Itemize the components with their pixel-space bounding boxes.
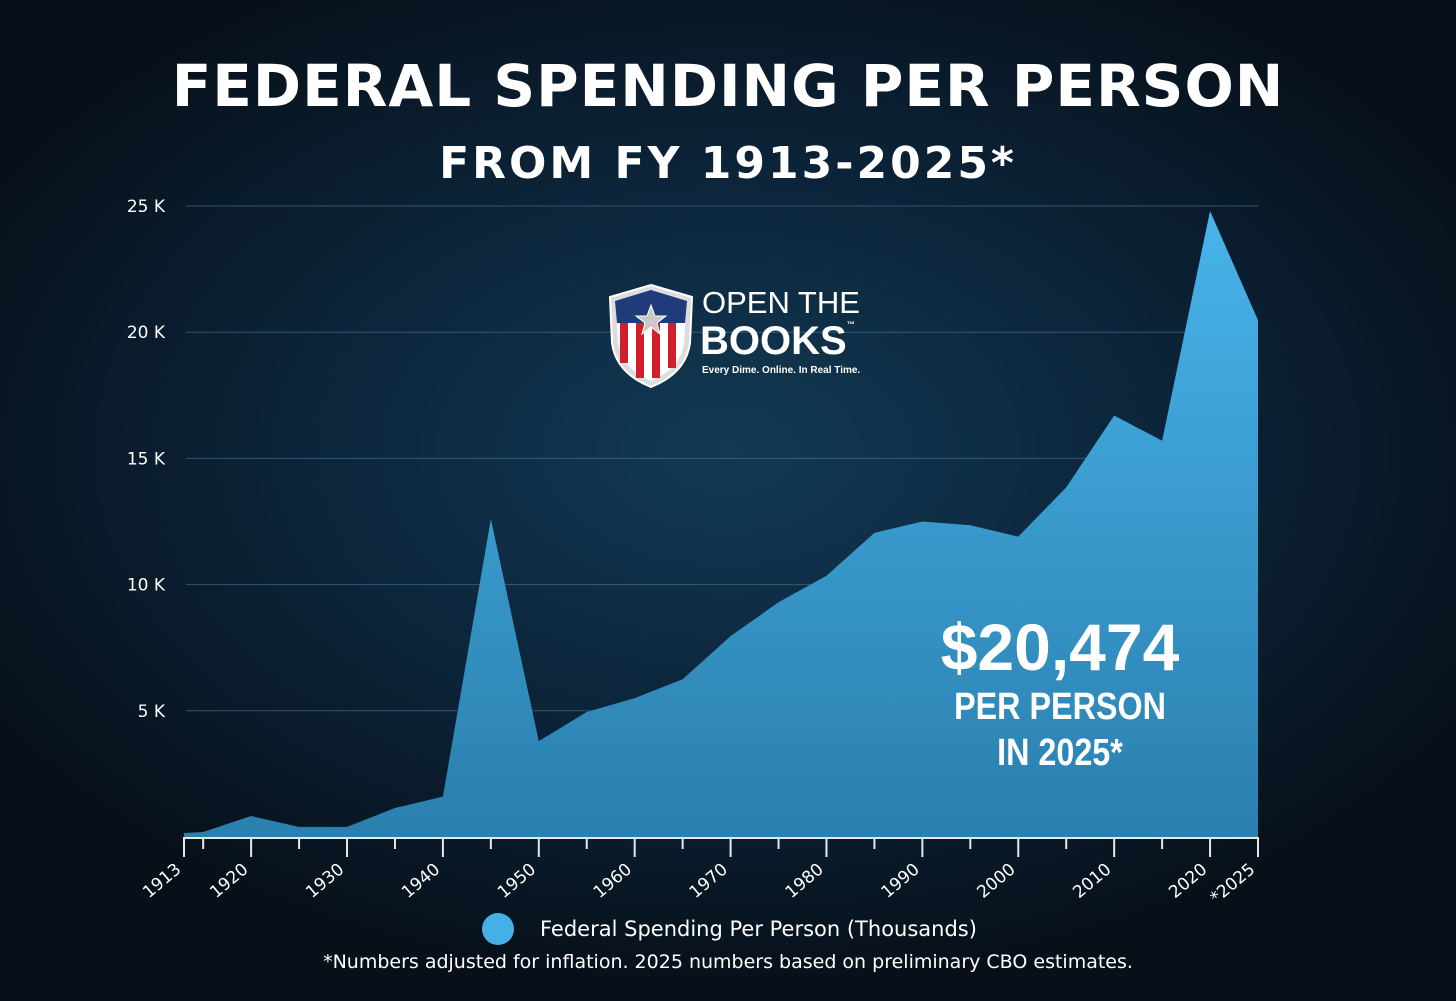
x-tick-label: 1970	[686, 860, 732, 903]
y-tick-label: 20 K	[127, 323, 166, 343]
legend-label: Federal Spending Per Person (Thousands)	[540, 917, 977, 941]
x-tick-label: *2025	[1207, 860, 1260, 909]
x-tick-label: 1930	[302, 860, 348, 903]
x-tick-label: 1920	[206, 860, 252, 903]
annotation-line2: IN 2025*	[997, 732, 1123, 774]
x-tick-label: 2010	[1069, 860, 1115, 903]
legend: Federal Spending Per Person (Thousands)	[482, 913, 977, 945]
x-tick-label: 1980	[782, 860, 828, 903]
logo-tagline: Every Dime. Online. In Real Time.	[702, 365, 861, 376]
y-tick-label: 10 K	[127, 576, 166, 596]
logo-line1: OPEN THE	[702, 285, 860, 320]
legend-swatch	[482, 913, 514, 945]
annotation-line1: PER PERSON	[954, 686, 1166, 728]
area-series	[184, 211, 1258, 838]
x-tick-label: 1913	[139, 860, 185, 903]
footnote: *Numbers adjusted for inflation. 2025 nu…	[323, 951, 1133, 973]
logo-line2: BOOKS™	[700, 319, 855, 363]
shield-icon	[608, 283, 694, 389]
chart-title: FEDERAL SPENDING PER PERSON	[171, 52, 1285, 120]
x-tick-label: 1960	[590, 860, 636, 903]
x-tick-label: 1990	[878, 860, 924, 903]
x-tick-label: 1950	[494, 860, 540, 903]
annotation-value: $20,474	[940, 610, 1180, 684]
chart-subtitle: FROM FY 1913-2025*	[439, 138, 1017, 189]
y-tick-label: 25 K	[127, 197, 166, 217]
x-tick-label: 2000	[973, 860, 1019, 903]
open-the-books-logo: OPEN THE BOOKS™ Every Dime. Online. In R…	[606, 283, 866, 393]
x-tick-label: 1940	[398, 860, 444, 903]
y-tick-label: 15 K	[127, 449, 166, 469]
x-tick-label: 2020	[1165, 860, 1211, 903]
y-tick-label: 5 K	[138, 702, 166, 722]
annotation-callout: $20,474 PER PERSON IN 2025*	[900, 610, 1220, 776]
